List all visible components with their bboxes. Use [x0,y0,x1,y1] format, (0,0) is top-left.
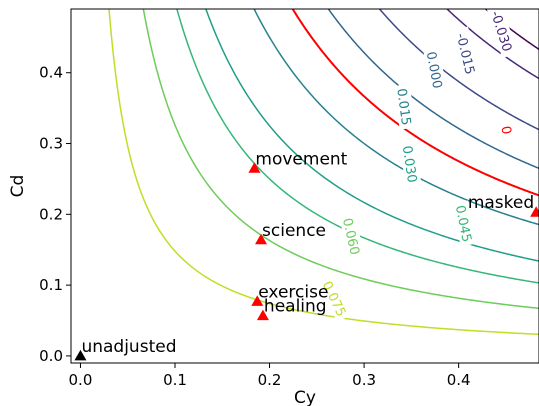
contour-line-4 [253,9,539,226]
contour-line-8 [445,9,539,80]
contour-label-1: 0.060 [339,217,362,257]
x-tick-label-2: 0.2 [258,371,282,389]
point-label-masked: masked [468,193,534,213]
contour-line-3 [205,9,539,262]
y-tick-label-3: 0.3 [39,135,63,153]
contour-line-1 [142,9,539,310]
point-marker-movement [248,162,261,173]
y-tick-label-1: 0.1 [39,276,63,294]
contour-line-9 [484,9,539,51]
plot-frame [70,8,539,364]
contour-label-bg-5 [498,122,516,138]
point-marker-exercise [251,295,264,306]
contour-line-7 [378,9,539,131]
contour-label-4: 0.015 [393,87,413,126]
x-axis: 0.0 0.1 0.2 0.3 0.4 [69,363,471,389]
point-label-unadjusted: unadjusted [81,337,176,357]
point-label-science: science [262,221,326,241]
y-axis-label: Cd [8,175,28,198]
point-marker-unadjusted [74,349,87,361]
x-tick-label-4: 0.4 [447,371,471,389]
contour-label-7: -0.015 [453,32,477,76]
contour-label-2: 0.045 [452,204,474,243]
point-marker-science [255,233,268,245]
point-marker-masked [530,206,539,217]
contour-label-bg-3 [399,141,422,188]
contour-label-bg-6 [423,46,447,94]
contour-label-bg-4 [393,83,416,130]
contour-line-6 [327,9,539,170]
y-tick-label-0: 0.0 [39,347,63,365]
contour-label-bg-8 [486,9,518,59]
contour-line-5 [291,9,539,197]
point-label-movement: movement [255,149,347,169]
x-axis-label: Cy [294,388,316,406]
contour-label-bg-7 [452,26,481,81]
contour-label-bg-0 [318,275,352,322]
contour-line-2 [176,9,539,284]
point-marker-healing [256,309,269,321]
x-tick-label-0: 0.0 [69,371,93,389]
scatter-points: unadjusted movement science exercisehealing… [74,149,539,361]
contour-label-6: 0.000 [423,50,445,89]
point-label-healing: healing [264,297,327,317]
point-label-exercise: exercise [258,282,328,302]
y-axis: 0.0 0.1 0.2 0.3 0.4 [39,64,71,365]
y-tick-label-4: 0.4 [39,64,63,82]
contour-label-5: 0 [497,125,513,136]
x-tick-label-1: 0.1 [163,371,187,389]
contour-label-3: 0.030 [399,145,419,184]
y-tick-label-2: 0.2 [39,205,63,223]
contour-label-bg-2 [452,200,477,247]
contour-lines [108,9,539,336]
x-tick-label-3: 0.3 [352,371,376,389]
contour-label-bg-1 [339,213,365,260]
